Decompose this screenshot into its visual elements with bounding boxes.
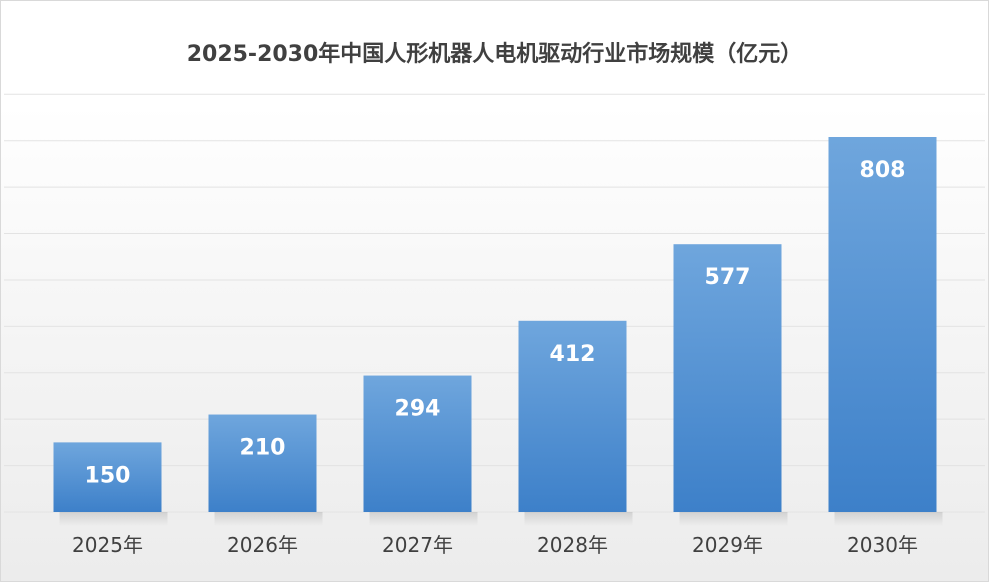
bars [53,137,943,526]
x-axis-tick-labels: 2025年 2026年 2027年 2028年 2029年 2030年 [72,533,918,557]
bar-shadow [369,512,478,526]
bar-shadow [524,512,633,526]
x-tick-label: 2030年 [847,533,918,557]
gridlines [4,93,985,513]
bar-shadow [214,512,323,526]
chart-title: 2025-2030年中国人形机器人电机驱动行业市场规模（亿元） [186,42,803,67]
bar-2029年 [673,244,782,512]
bar-2026年 [208,414,317,512]
bar-shadow [834,512,943,526]
data-label: 412 [550,342,596,367]
data-label: 210 [240,436,286,461]
bar-2030年 [828,137,937,512]
x-tick-label: 2025年 [72,533,143,557]
data-labels: 150 210 294 412 577 808 [85,158,906,488]
bar-2025年 [53,442,162,512]
x-tick-label: 2029年 [692,533,763,557]
x-tick-label: 2026年 [227,533,298,557]
data-label: 808 [860,158,906,183]
bar-shadow [59,512,168,526]
bar-2027年 [363,375,472,512]
data-label: 150 [85,463,131,488]
data-label: 294 [395,397,441,422]
bar-2028年 [518,320,627,512]
x-tick-label: 2027年 [382,533,453,557]
x-tick-label: 2028年 [537,533,608,557]
data-label: 577 [705,265,751,290]
bar-shadow [679,512,788,526]
